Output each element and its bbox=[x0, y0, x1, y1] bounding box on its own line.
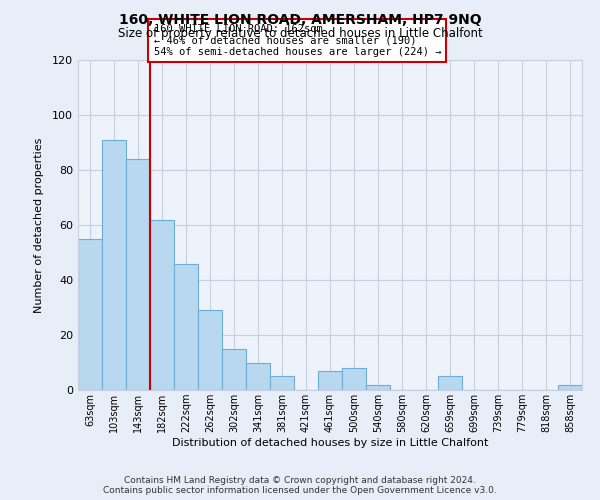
Text: Size of property relative to detached houses in Little Chalfont: Size of property relative to detached ho… bbox=[118, 28, 482, 40]
Bar bbox=[174, 264, 198, 390]
Bar bbox=[78, 239, 102, 390]
Text: 160, WHITE LION ROAD, AMERSHAM, HP7 9NQ: 160, WHITE LION ROAD, AMERSHAM, HP7 9NQ bbox=[119, 12, 481, 26]
Y-axis label: Number of detached properties: Number of detached properties bbox=[34, 138, 44, 312]
Text: 160 WHITE LION ROAD: 162sqm
← 46% of detached houses are smaller (190)
54% of se: 160 WHITE LION ROAD: 162sqm ← 46% of det… bbox=[154, 24, 441, 57]
Bar bbox=[438, 376, 462, 390]
Bar bbox=[102, 140, 126, 390]
Bar bbox=[366, 384, 390, 390]
Bar bbox=[222, 349, 246, 390]
Text: Contains HM Land Registry data © Crown copyright and database right 2024.
Contai: Contains HM Land Registry data © Crown c… bbox=[103, 476, 497, 495]
Bar bbox=[126, 159, 150, 390]
Bar bbox=[558, 384, 582, 390]
Bar bbox=[150, 220, 174, 390]
Bar bbox=[198, 310, 222, 390]
Bar bbox=[342, 368, 366, 390]
Bar bbox=[318, 371, 342, 390]
Bar bbox=[246, 362, 270, 390]
Bar bbox=[270, 376, 294, 390]
X-axis label: Distribution of detached houses by size in Little Chalfont: Distribution of detached houses by size … bbox=[172, 438, 488, 448]
